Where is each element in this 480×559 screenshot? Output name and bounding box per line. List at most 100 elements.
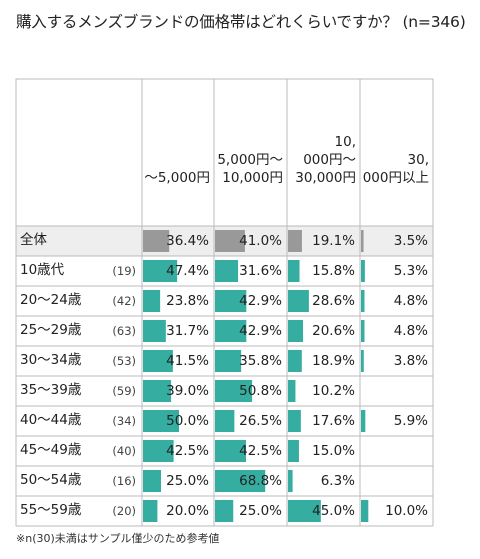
- column-header-2-line-0: 10,: [335, 134, 356, 150]
- bar-9-0: [143, 500, 158, 522]
- data-label-6-2: 17.6%: [312, 413, 355, 429]
- bar-4-1: [215, 350, 242, 372]
- row-sample-size: (20): [112, 504, 136, 518]
- row-label: 10歳代: [20, 262, 65, 278]
- data-label-3-0: 31.7%: [166, 323, 209, 339]
- data-label-8-2: 6.3%: [321, 473, 355, 489]
- data-label-5-2: 10.2%: [312, 383, 355, 399]
- bar-4-0: [143, 350, 173, 372]
- data-label-7-0: 42.5%: [166, 443, 209, 459]
- bar-5-1: [215, 380, 253, 402]
- data-label-9-3: 10.0%: [385, 503, 428, 519]
- bar-6-3: [361, 410, 366, 432]
- bar-0-1: [215, 230, 245, 252]
- bar-1-3: [361, 260, 365, 282]
- bar-3-3: [361, 320, 365, 342]
- bar-2-2: [288, 290, 309, 312]
- bar-7-2: [288, 440, 299, 462]
- row-label: 55～59歳: [20, 502, 82, 518]
- bar-1-0: [143, 260, 178, 282]
- bar-5-0: [143, 380, 172, 402]
- bar-2-1: [215, 290, 247, 312]
- row-label: 20～24歳: [20, 292, 82, 308]
- data-label-7-1: 42.5%: [239, 443, 282, 459]
- data-label-5-1: 50.8%: [239, 383, 282, 399]
- data-label-2-2: 28.6%: [312, 293, 355, 309]
- data-label-4-3: 3.8%: [394, 353, 428, 369]
- bar-2-3: [361, 290, 365, 312]
- row-sample-size: (16): [112, 474, 136, 488]
- bar-0-3: [361, 230, 364, 252]
- data-label-2-3: 4.8%: [394, 293, 428, 309]
- data-label-6-3: 5.9%: [394, 413, 428, 429]
- data-label-3-3: 4.8%: [394, 323, 428, 339]
- bar-8-0: [143, 470, 161, 492]
- bar-8-2: [288, 470, 293, 492]
- chart-title: 購入するメンズブランドの価格帯はどれくらいですか？ (n=346): [16, 13, 466, 31]
- bar-1-2: [288, 260, 300, 282]
- bar-9-1: [215, 500, 234, 522]
- data-label-1-0: 47.4%: [166, 263, 209, 279]
- footnote: ※n(30)未満はサンプル僅少のため参考値: [16, 532, 220, 545]
- bar-6-0: [143, 410, 179, 432]
- data-label-2-1: 42.9%: [239, 293, 282, 309]
- row-label: 50～54歳: [20, 472, 82, 488]
- bar-0-2: [288, 230, 302, 252]
- bar-7-0: [143, 440, 174, 462]
- data-label-1-1: 31.6%: [239, 263, 282, 279]
- data-label-2-0: 23.8%: [166, 293, 209, 309]
- data-label-3-2: 20.6%: [312, 323, 355, 339]
- bar-3-0: [143, 320, 166, 342]
- data-label-0-3: 3.5%: [394, 233, 428, 249]
- data-label-7-2: 15.0%: [312, 443, 355, 459]
- row-label: 35～39歳: [20, 382, 82, 398]
- data-label-4-2: 18.9%: [312, 353, 355, 369]
- data-label-3-1: 42.9%: [239, 323, 282, 339]
- row-label: 25～29歳: [20, 322, 82, 338]
- row-label: 全体: [20, 231, 47, 248]
- column-header-3-line-0: 30,: [408, 152, 429, 168]
- column-header-1-line-1: 10,000円: [222, 170, 283, 186]
- row-sample-size: (63): [112, 324, 136, 338]
- bar-8-1: [215, 470, 266, 492]
- data-label-0-2: 19.1%: [312, 233, 355, 249]
- bar-9-2: [288, 500, 321, 522]
- bar-3-2: [288, 320, 304, 342]
- bar-6-1: [215, 410, 235, 432]
- bar-4-3: [361, 350, 364, 372]
- row-sample-size: (19): [112, 264, 136, 278]
- data-label-4-0: 41.5%: [166, 353, 209, 369]
- bar-1-1: [215, 260, 239, 282]
- data-label-1-2: 15.8%: [312, 263, 355, 279]
- data-label-8-1: 68.8%: [239, 473, 282, 489]
- row-label: 40～44歳: [20, 412, 82, 428]
- row-sample-size: (34): [112, 414, 136, 428]
- bar-2-0: [143, 290, 161, 312]
- row-sample-size: (40): [112, 444, 136, 458]
- bar-9-3: [361, 500, 369, 522]
- row-sample-size: (53): [112, 354, 136, 368]
- bar-4-2: [288, 350, 302, 372]
- data-label-6-0: 50.0%: [166, 413, 209, 429]
- column-header-3-line-1: 000円以上: [363, 170, 429, 186]
- column-header-2-line-1: 000円～: [303, 152, 356, 168]
- row-sample-size: (42): [112, 294, 136, 308]
- data-label-6-1: 26.5%: [239, 413, 282, 429]
- data-label-1-3: 5.3%: [394, 263, 428, 279]
- row-label: 30～34歳: [20, 352, 82, 368]
- bar-7-1: [215, 440, 247, 462]
- bar-0-0: [143, 230, 170, 252]
- data-label-0-1: 41.0%: [239, 233, 282, 249]
- bar-5-2: [288, 380, 296, 402]
- row-label: 45～49歳: [20, 442, 82, 458]
- data-label-9-0: 20.0%: [166, 503, 209, 519]
- bar-3-1: [215, 320, 247, 342]
- data-label-5-0: 39.0%: [166, 383, 209, 399]
- data-label-8-0: 25.0%: [166, 473, 209, 489]
- column-header-1-line-0: 5,000円～: [217, 152, 283, 168]
- data-label-9-2: 45.0%: [312, 503, 355, 519]
- column-header-2-line-2: 30,000円: [295, 170, 356, 186]
- data-label-4-1: 35.8%: [239, 353, 282, 369]
- column-header-0-line-0: ～5,000円: [144, 170, 210, 186]
